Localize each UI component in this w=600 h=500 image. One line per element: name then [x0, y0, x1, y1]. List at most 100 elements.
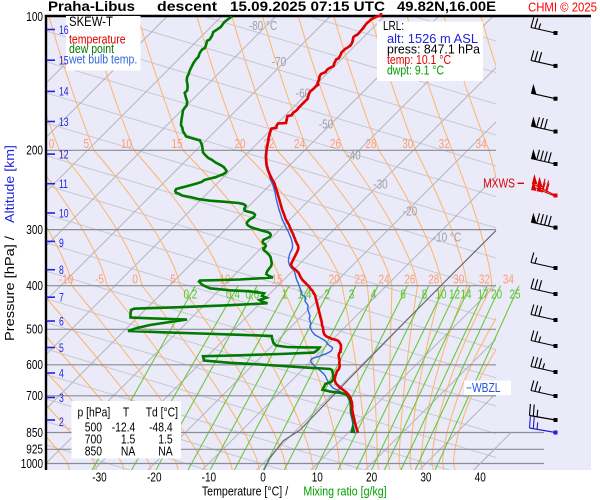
- svg-text:1,4: 1,4: [298, 288, 312, 302]
- svg-text:-20: -20: [147, 471, 162, 485]
- svg-text:SKEW-T: SKEW-T: [69, 14, 113, 29]
- svg-text:20: 20: [234, 137, 245, 151]
- svg-text:dew point: dew point: [69, 42, 114, 56]
- svg-text:14: 14: [59, 87, 69, 99]
- svg-text:700: 700: [26, 389, 43, 403]
- svg-text:500: 500: [85, 421, 102, 435]
- svg-text:3: 3: [59, 393, 64, 405]
- svg-text:12: 12: [449, 288, 460, 302]
- svg-text:1000: 1000: [21, 457, 43, 471]
- svg-text:T: T: [123, 406, 130, 420]
- svg-text:6: 6: [59, 316, 64, 328]
- svg-text:15: 15: [271, 272, 282, 286]
- svg-text:10: 10: [121, 137, 132, 151]
- svg-text:15: 15: [59, 56, 69, 68]
- svg-text:850: 850: [26, 426, 43, 440]
- svg-text:10: 10: [435, 288, 446, 302]
- svg-text:26: 26: [404, 272, 415, 286]
- svg-text:3: 3: [349, 288, 355, 302]
- svg-text:press: 847.1 hPa: press: 847.1 hPa: [387, 43, 480, 57]
- svg-text:30: 30: [453, 272, 464, 286]
- svg-text:20: 20: [491, 288, 502, 302]
- svg-text:20: 20: [366, 471, 377, 485]
- svg-text:alt: 1526 m ASL: alt: 1526 m ASL: [387, 32, 478, 46]
- svg-text:2: 2: [324, 288, 330, 302]
- svg-text:32: 32: [479, 272, 490, 286]
- svg-text:25: 25: [509, 288, 520, 302]
- svg-text:24: 24: [378, 272, 389, 286]
- svg-text:0: 0: [260, 471, 266, 485]
- svg-text:100: 100: [26, 10, 43, 24]
- svg-text:28: 28: [428, 272, 439, 286]
- svg-text:Praha-Libus: Praha-Libus: [48, 0, 135, 14]
- svg-text:8: 8: [59, 265, 64, 277]
- svg-text:30: 30: [402, 137, 413, 151]
- svg-text:Temperature [°C] /: Temperature [°C] /: [202, 485, 289, 499]
- svg-text:-70: -70: [272, 55, 287, 69]
- svg-text:850: 850: [85, 445, 102, 459]
- svg-text:500: 500: [26, 323, 43, 337]
- svg-text:6: 6: [400, 288, 406, 302]
- svg-text:34: 34: [503, 272, 514, 286]
- svg-text:-30: -30: [92, 471, 107, 485]
- svg-text:Pressure [hPa] /: Pressure [hPa] /: [3, 235, 17, 341]
- svg-text:17: 17: [477, 288, 488, 302]
- svg-text:4: 4: [59, 368, 64, 380]
- svg-text:0: 0: [132, 272, 138, 286]
- svg-text:49.82N,16.00E: 49.82N,16.00E: [397, 0, 496, 14]
- svg-text:700: 700: [85, 433, 102, 447]
- svg-text:10: 10: [59, 208, 69, 220]
- svg-text:-50: -50: [319, 118, 334, 132]
- svg-text:NA: NA: [121, 445, 136, 459]
- svg-text:-10 °C: -10 °C: [433, 231, 462, 245]
- svg-text:Mixing ratio [g/kg]: Mixing ratio [g/kg]: [303, 485, 386, 499]
- svg-text:12: 12: [59, 149, 69, 161]
- svg-text:400: 400: [26, 279, 43, 293]
- svg-text:28: 28: [365, 137, 376, 151]
- svg-text:-5: -5: [95, 272, 104, 286]
- svg-text:20: 20: [329, 272, 340, 286]
- svg-text:24: 24: [294, 137, 305, 151]
- svg-text:-20: -20: [403, 205, 418, 219]
- svg-text:11: 11: [59, 179, 68, 191]
- svg-text:2: 2: [59, 417, 64, 429]
- svg-text:1.5: 1.5: [158, 433, 172, 447]
- svg-text:0: 0: [49, 137, 55, 151]
- svg-text:wet bulb temp.: wet bulb temp.: [68, 53, 137, 67]
- svg-text:16: 16: [59, 25, 69, 37]
- svg-text:925: 925: [26, 443, 43, 457]
- svg-text:10: 10: [312, 471, 323, 485]
- svg-text:-12.4: -12.4: [112, 421, 136, 435]
- svg-text:22: 22: [354, 272, 365, 286]
- svg-text:descent: descent: [157, 0, 218, 14]
- svg-text:temp: 10.1 °C: temp: 10.1 °C: [387, 53, 451, 67]
- svg-text:40: 40: [475, 471, 486, 485]
- svg-text:30: 30: [420, 471, 431, 485]
- svg-text:Altitude [km]: Altitude [km]: [3, 145, 17, 223]
- svg-text:-48.4: -48.4: [149, 421, 173, 435]
- svg-text:p [hPa]: p [hPa]: [78, 406, 111, 420]
- svg-text:MXWS: MXWS: [483, 176, 515, 190]
- svg-text:5: 5: [84, 137, 90, 151]
- svg-text:13: 13: [59, 117, 69, 129]
- svg-text:4: 4: [371, 288, 377, 302]
- svg-text:temperature: temperature: [69, 33, 126, 47]
- svg-text:1.5: 1.5: [121, 433, 135, 447]
- svg-text:LRL:: LRL:: [383, 19, 404, 33]
- svg-text:dwpt: 9.1 °C: dwpt: 9.1 °C: [387, 63, 444, 77]
- svg-text:-60: -60: [296, 87, 311, 101]
- svg-text:Td [°C]: Td [°C]: [146, 406, 178, 420]
- svg-text:-10: -10: [59, 272, 74, 286]
- svg-text:15: 15: [171, 137, 182, 151]
- svg-text:26: 26: [330, 137, 341, 151]
- svg-text:−WBZL: −WBZL: [466, 381, 501, 395]
- svg-text:32: 32: [439, 137, 450, 151]
- svg-text:-30: -30: [373, 178, 388, 192]
- svg-text:-80 °C: -80 °C: [249, 19, 278, 33]
- svg-text:5: 5: [170, 272, 176, 286]
- svg-text:5: 5: [59, 343, 64, 355]
- svg-text:-40: -40: [346, 149, 361, 163]
- svg-text:300: 300: [26, 223, 43, 237]
- svg-text:1: 1: [282, 288, 288, 302]
- svg-text:CHMI © 2025: CHMI © 2025: [528, 0, 597, 15]
